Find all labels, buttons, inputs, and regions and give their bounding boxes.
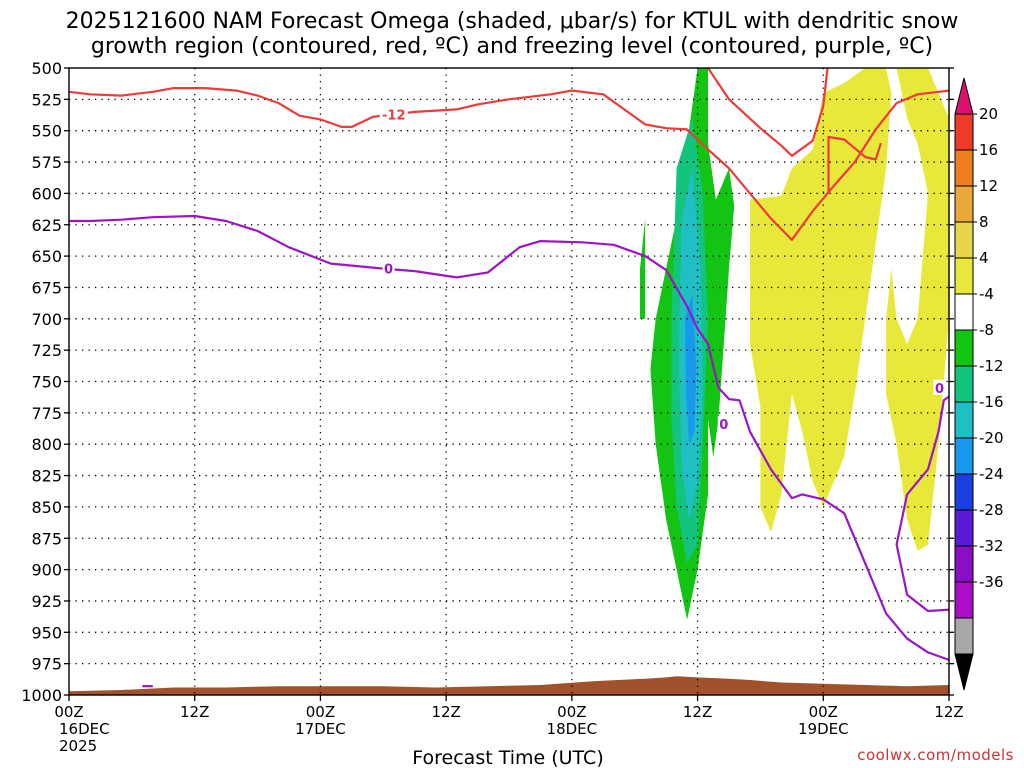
omega-region-7 <box>685 293 697 445</box>
contour-line-0 <box>69 87 949 241</box>
contour-line-3 <box>69 214 949 661</box>
contour-label: 0 <box>935 382 944 397</box>
omega-region-4 <box>708 168 735 457</box>
colorbar-bottom-triangle <box>954 653 974 691</box>
contour-label: 0 <box>384 263 393 278</box>
colorbar-swatch <box>954 221 974 259</box>
x-tick-label: 12Z <box>180 703 209 721</box>
colorbar-swatch <box>954 509 974 547</box>
colorbar-label: 12 <box>979 177 998 195</box>
y-tick-label: 850 <box>31 498 62 517</box>
y-tick-label: 875 <box>31 529 62 548</box>
colorbar-swatch <box>954 545 974 583</box>
colorbar-label: -12 <box>979 357 1004 375</box>
credit-text: coolwx.com/models <box>857 746 1014 764</box>
y-axis: 500 525 550 575 600 625 650 675 700 725 750 775 800 8… <box>21 59 954 705</box>
omega-shading <box>640 68 949 620</box>
x-axis-title: Forecast Time (UTC) <box>412 747 603 768</box>
colorbar-label: 20 <box>979 105 998 123</box>
chart-title-line-2: growth region (contoured, red, ºC) and f… <box>91 34 933 59</box>
y-tick-label: 775 <box>31 404 62 423</box>
y-tick-label: 725 <box>31 341 62 360</box>
colorbar-swatch <box>954 437 974 475</box>
x-tick-label: 00Z <box>809 703 838 721</box>
y-tick-label: 1000 <box>21 686 62 705</box>
colorbar-swatch <box>954 617 974 655</box>
colorbar-label: -4 <box>979 285 994 303</box>
x-tick-label: 12Z <box>683 703 712 721</box>
y-tick-label: 750 <box>31 373 62 392</box>
y-tick-label: 675 <box>31 278 62 297</box>
y-tick-label: 500 <box>31 59 62 78</box>
omega-region-3 <box>640 218 646 319</box>
y-tick-label: 650 <box>31 247 62 266</box>
contour-labels: -12 0 0 0 <box>379 106 946 433</box>
contour-line-2 <box>827 135 882 194</box>
colorbar-swatch <box>954 257 974 295</box>
x-tick-label: 18DEC <box>547 720 598 738</box>
contour-label-bg <box>933 379 946 395</box>
omega-region-0 <box>750 68 892 532</box>
colorbar-label: 8 <box>979 213 989 231</box>
y-tick-label: 925 <box>31 592 62 611</box>
x-tick-label: 19DEC <box>798 720 849 738</box>
contour-line-1 <box>707 68 829 157</box>
colorbar-label: 4 <box>979 249 989 267</box>
colorbar-label: -28 <box>979 501 1004 519</box>
colorbar-swatch <box>954 149 974 187</box>
omega-region-1 <box>886 68 949 551</box>
x-tick-label: 00Z <box>557 703 586 721</box>
plot-grid <box>69 68 949 695</box>
colorbar-label: -32 <box>979 537 1004 555</box>
colorbar-label: -24 <box>979 465 1004 483</box>
terrain-layer <box>69 676 949 695</box>
y-tick-label: 900 <box>31 561 62 580</box>
x-tick-label: 16DEC <box>59 720 110 738</box>
y-tick-label: 950 <box>31 623 62 642</box>
colorbar-swatch <box>954 401 974 439</box>
y-tick-label: 600 <box>31 184 62 203</box>
colorbar-label: -8 <box>979 321 994 339</box>
colorbar-swatch <box>954 329 974 367</box>
contour-lines <box>69 68 949 688</box>
colorbar-label: 16 <box>979 141 998 159</box>
x-tick-label: 00Z <box>306 703 335 721</box>
colorbar-swatch <box>954 185 974 223</box>
contour-label: -12 <box>382 108 406 123</box>
contour-label: 0 <box>719 418 728 433</box>
x-tick-label: 00Z <box>54 703 83 721</box>
colorbar-swatch <box>954 293 974 331</box>
y-tick-label: 575 <box>31 153 62 172</box>
x-tick-label: 12Z <box>431 703 460 721</box>
colorbar-swatch <box>954 113 974 151</box>
y-tick-label: 975 <box>31 655 62 674</box>
contour-label-bg <box>379 106 408 122</box>
y-tick-label: 700 <box>31 310 62 329</box>
x-tick-label: 17DEC <box>295 720 346 738</box>
contour-label-bg <box>717 416 730 432</box>
colorbar: 20 16 12 8 4 -4 -8 -12 -16 -20 -24 -28 -32 -36 <box>954 77 1004 691</box>
colorbar-swatch <box>954 365 974 403</box>
colorbar-label: -36 <box>979 573 1004 591</box>
contour-line-4 <box>895 395 949 613</box>
y-tick-label: 525 <box>31 90 62 109</box>
x-tick-label: 12Z <box>934 703 963 721</box>
chart-title-line-1: 2025121600 NAM Forecast Omega (shaded, μ… <box>66 9 959 34</box>
chart-title: 2025121600 NAM Forecast Omega (shaded, μ… <box>66 9 959 59</box>
y-tick-label: 825 <box>31 467 62 486</box>
contour-label-bg <box>382 260 395 276</box>
colorbar-top-triangle <box>954 77 974 115</box>
colorbar-label: -20 <box>979 429 1004 447</box>
colorbar-swatch <box>954 581 974 619</box>
y-tick-label: 800 <box>31 435 62 454</box>
colorbar-label: -16 <box>979 393 1004 411</box>
y-tick-label: 625 <box>31 216 62 235</box>
x-tick-label: 2025 <box>59 737 97 755</box>
terrain-fill <box>69 676 949 695</box>
y-tick-label: 550 <box>31 122 62 141</box>
colorbar-swatch <box>954 473 974 511</box>
